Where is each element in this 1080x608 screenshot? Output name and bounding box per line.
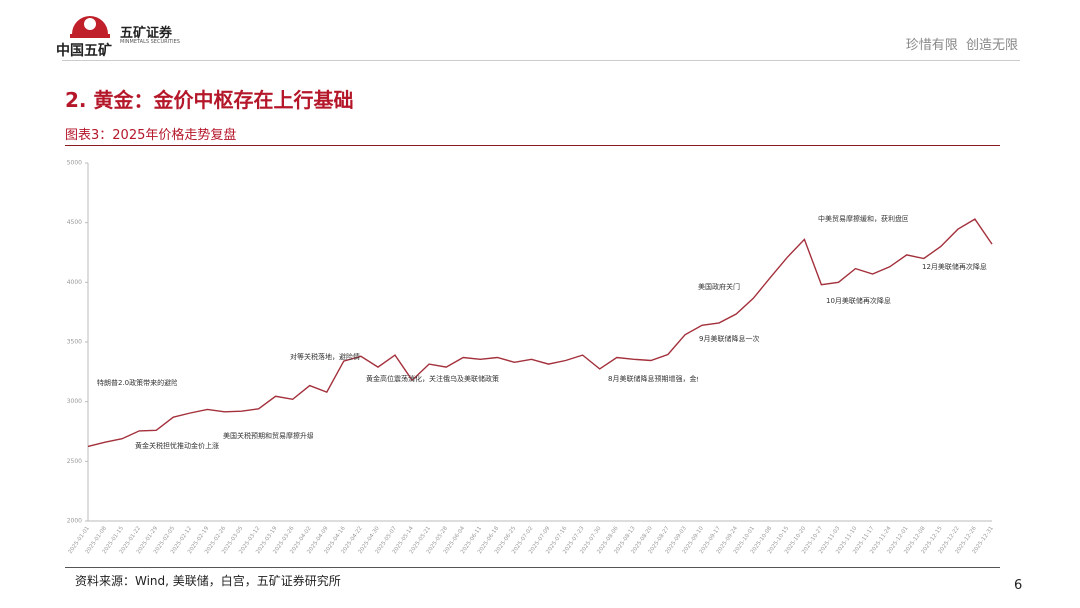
price-line <box>87 218 993 448</box>
y-tick-label: 2000 <box>67 518 82 525</box>
section-title: 2. 黄金：金价中枢存在上行基础 <box>65 88 354 112</box>
figure-rule <box>65 145 1000 146</box>
logo-emblem <box>70 16 110 38</box>
company-en: MINMETALS SECURITIES <box>120 39 180 45</box>
source: 资料来源：Wind, 美联储，白宫，五矿证券研究所 <box>75 574 341 588</box>
chart: 20002500300035004000450050002025-01-0120… <box>67 160 995 556</box>
annotation: 黄金高位震荡消化，关注俄乌及美联储政策 <box>366 375 499 383</box>
annotation: 12月美联储再次降息 <box>922 263 987 271</box>
annotation: 对等关税落地，避险情绪升温 <box>290 353 360 361</box>
page-number: 6 <box>1014 578 1023 593</box>
header-rule <box>62 60 1020 61</box>
y-tick-label: 3000 <box>67 398 82 405</box>
annotation-box: 对等关税落地，避险情绪升温 <box>290 353 360 361</box>
annotation: 美国政府关门 <box>698 283 740 291</box>
y-tick-label: 2500 <box>67 458 82 465</box>
annotation-box: 8月美联储降息预期增强，金价突破震荡区间 <box>608 375 698 383</box>
annotation: 黄金关税担忧推动金价上涨 <box>135 442 219 450</box>
annotation: 特朗普2.0政策带来的避险需求推动金价上涨 <box>97 379 177 387</box>
y-tick-label: 4000 <box>67 279 82 286</box>
y-tick-label: 5000 <box>67 160 82 167</box>
company: 五矿证券 <box>120 26 173 41</box>
annotation-box: 中美贸易摩擦缓和，获利盘回吐导致回调 <box>818 215 908 223</box>
annotation-box: 黄金关税担忧推动金价上涨 <box>135 442 219 450</box>
figure-title: 图表3：2025年价格走势复盘 <box>65 128 237 143</box>
annotation: 10月美联储再次降息 <box>826 297 891 305</box>
annotation-box: 12月美联储再次降息 <box>922 263 987 271</box>
annotation: 中美贸易摩擦缓和，获利盘回吐导致回调 <box>818 215 908 223</box>
annotation-box: 美国关税预期和贸易摩擦升级 <box>223 432 313 440</box>
footer-rule <box>65 567 1000 568</box>
y-tick-label: 4500 <box>67 219 82 226</box>
annotation-box: 黄金高位震荡消化，关注俄乌及美联储政策 <box>366 375 499 383</box>
brand: 中国五矿 <box>56 43 112 59</box>
annotation-box: 特朗普2.0政策带来的避险需求推动金价上涨 <box>97 379 177 387</box>
annotation-box: 9月美联储降息一次 <box>699 335 760 343</box>
annotation-box: 10月美联储再次降息 <box>826 297 891 305</box>
annotation-box: 美国政府关门 <box>698 283 740 291</box>
annotation: 8月美联储降息预期增强，金价突破震荡区间 <box>608 375 698 383</box>
slogan: 珍惜有限 创造无限 <box>905 38 1018 53</box>
annotation: 美国关税预期和贸易摩擦升级 <box>223 432 313 440</box>
annotation: 9月美联储降息一次 <box>699 335 760 343</box>
y-tick-label: 3500 <box>67 339 82 346</box>
